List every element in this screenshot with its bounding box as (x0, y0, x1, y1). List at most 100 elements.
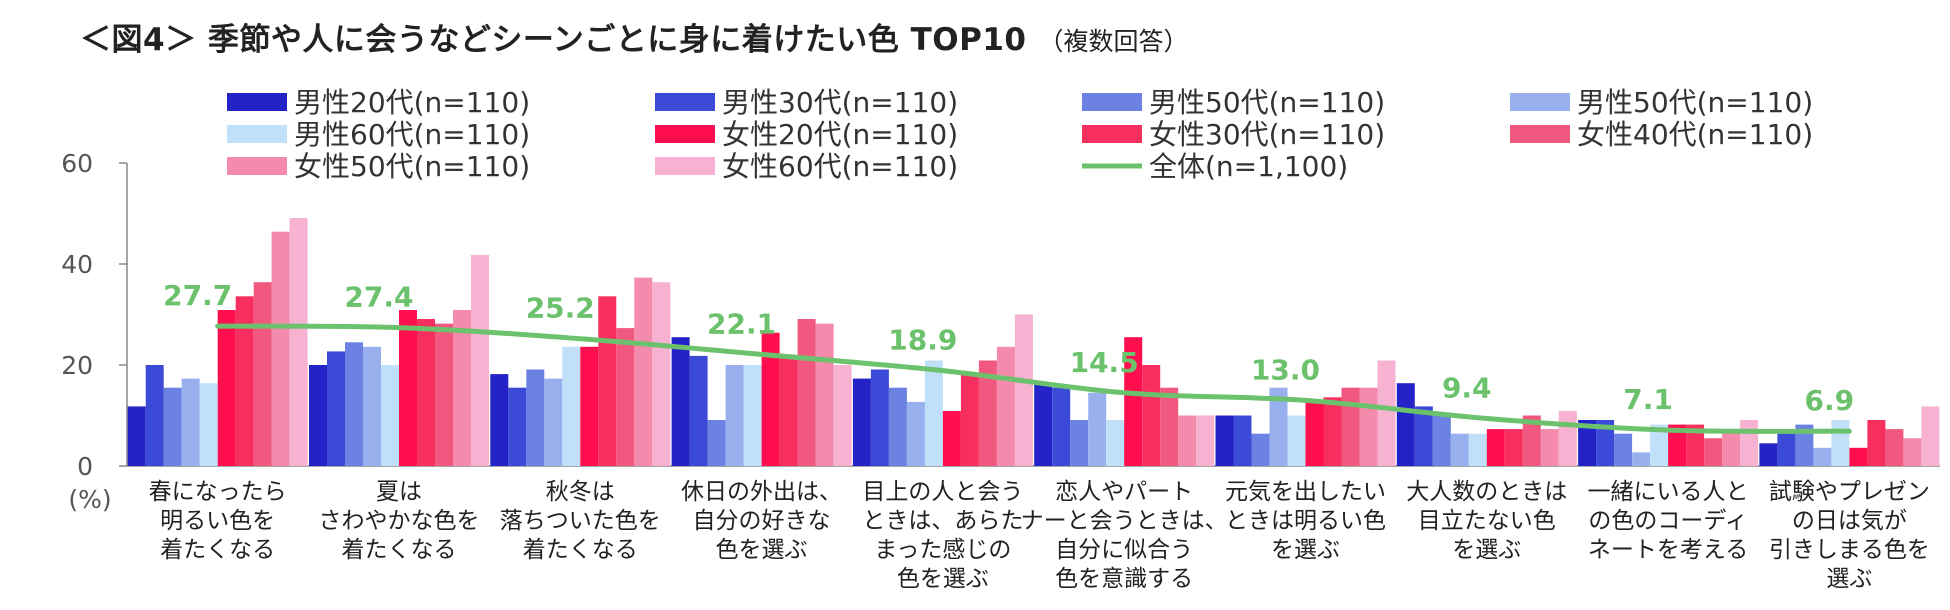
bar (671, 337, 690, 466)
legend-label: 男性50代(n=110) (1577, 86, 1813, 119)
bar (996, 346, 1015, 466)
category-label: 大人数のときは目立たない色を選ぶ (1406, 479, 1567, 563)
bar (435, 323, 453, 466)
bar (1196, 415, 1215, 466)
bar (725, 365, 744, 466)
category-label-line: 試験やプレゼン (1769, 479, 1930, 505)
bar (217, 310, 236, 466)
category-label: 秋冬は落ちついた色を着たくなる (500, 479, 661, 563)
bar (689, 355, 708, 466)
bar (1704, 438, 1723, 466)
bar (1088, 392, 1107, 466)
category-label: 元気を出したいときは明るい色を選ぶ (1225, 479, 1386, 563)
total-data-label: 7.1 (1623, 383, 1673, 416)
bar (508, 387, 527, 466)
bar (1432, 415, 1451, 466)
legend-swatch (227, 93, 287, 111)
bar (363, 346, 381, 466)
category-label-line: ときは明るい色 (1225, 508, 1386, 534)
category-label: 夏はさわやかな色を着たくなる (318, 479, 479, 563)
bar (942, 411, 961, 466)
bar (743, 365, 762, 466)
bar (562, 346, 581, 466)
bar (163, 387, 182, 466)
bar (1831, 420, 1850, 466)
bar (1722, 429, 1741, 466)
bar (471, 254, 489, 466)
bar (580, 346, 599, 466)
category-label-line: 休日の外出は、 (681, 479, 842, 505)
legend-label: 女性50代(n=110) (294, 150, 530, 183)
bar (1014, 314, 1033, 466)
category-label-line: を選ぶ (1452, 537, 1521, 563)
bar (1614, 433, 1633, 466)
category-label-line: 春になったら (149, 479, 287, 505)
chart-subtitle: （複数回答） (1038, 27, 1189, 56)
bar (1486, 429, 1505, 466)
category-label-line: 選ぶ (1826, 566, 1872, 592)
category-label-line: ときは、あらた (862, 508, 1023, 534)
category-label: 一緒にいる人との色のコーディネートを考える (1588, 479, 1749, 563)
legend-label: 男性30代(n=110) (722, 86, 958, 119)
bar (652, 282, 671, 466)
legend-label: 女性20代(n=110) (722, 118, 958, 151)
bar (634, 277, 653, 466)
legend-label: 全体(n=1,100) (1149, 150, 1348, 183)
bar (490, 374, 509, 466)
y-axis-unit-label: (%) (68, 485, 111, 514)
category-label: 目上の人と会うときは、あらたまった感じの色を選ぶ (862, 479, 1023, 592)
category-label-line: 色を意識する (1055, 566, 1193, 592)
legend-label: 女性30代(n=110) (1149, 118, 1385, 151)
bar (1867, 420, 1886, 466)
legend-label: 男性20代(n=110) (294, 86, 530, 119)
bar (544, 378, 563, 466)
bar (870, 369, 889, 466)
bar (399, 310, 417, 466)
category-label-line: 着たくなる (160, 537, 275, 563)
bar (1813, 447, 1832, 466)
category-label: 春になったら明るい色を着たくなる (149, 479, 287, 563)
bar (327, 351, 345, 466)
bar (779, 355, 798, 466)
legend-label: 女性40代(n=110) (1577, 118, 1813, 151)
bar (381, 365, 399, 466)
chart-title: ＜図4＞ 季節や人に会うなどシーンごとに身に着けたい色 TOP10 (80, 22, 1027, 58)
category-label: 休日の外出は、自分の好きな色を選ぶ (681, 479, 842, 563)
bar (1504, 429, 1523, 466)
y-tick-label: 60 (61, 149, 93, 178)
category-label-line: 着たくなる (523, 537, 638, 563)
bar (345, 342, 363, 466)
bar (815, 323, 834, 466)
total-data-label: 27.7 (163, 279, 232, 312)
bar (1668, 424, 1687, 466)
legend-swatch (1510, 125, 1570, 143)
bar (417, 319, 435, 466)
category-label: 恋人やパートナーと会うときは、自分に似合う色を意識する (1021, 479, 1228, 592)
bar (1578, 420, 1597, 466)
bar (1849, 447, 1868, 466)
bar (1106, 420, 1125, 466)
bar (978, 360, 997, 466)
bar (1632, 452, 1651, 466)
bar (235, 296, 254, 466)
legend-label: 男性50代(n=110) (1149, 86, 1385, 119)
bar (1450, 433, 1469, 466)
bar (1795, 424, 1814, 466)
legend-swatch (1082, 93, 1142, 111)
bar (797, 319, 816, 466)
bar (1885, 429, 1904, 466)
bar (960, 374, 979, 466)
legend-swatch (227, 157, 287, 175)
bar (1650, 424, 1669, 466)
category-label-line: 明るい色を (160, 508, 275, 534)
y-tick-label: 20 (61, 351, 93, 380)
bar (1160, 387, 1179, 466)
bar (199, 383, 218, 466)
legend-swatch (227, 125, 287, 143)
total-data-label: 22.1 (707, 307, 776, 340)
category-label-line: を選ぶ (1271, 537, 1340, 563)
bar (1596, 420, 1615, 466)
chart-title-wrap: ＜図4＞ 季節や人に会うなどシーンごとに身に着けたい色 TOP10 （複数回答） (80, 14, 1188, 59)
bar (1341, 387, 1360, 466)
bar (598, 296, 617, 466)
